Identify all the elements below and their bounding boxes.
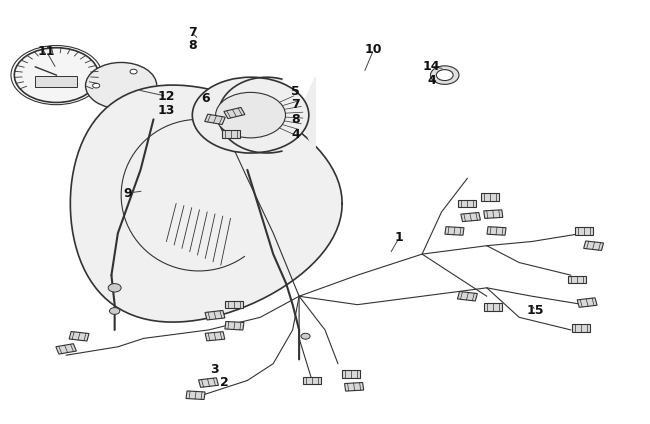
Bar xyxy=(577,298,597,307)
Bar xyxy=(224,107,245,119)
Polygon shape xyxy=(218,77,315,153)
Bar xyxy=(481,193,499,201)
Bar xyxy=(222,130,240,138)
Bar xyxy=(303,377,321,384)
Bar xyxy=(205,332,225,341)
Circle shape xyxy=(108,284,121,292)
Bar xyxy=(445,227,464,235)
Bar xyxy=(56,344,76,354)
Bar xyxy=(584,241,604,251)
Circle shape xyxy=(130,69,137,74)
Circle shape xyxy=(109,308,120,314)
Circle shape xyxy=(93,84,99,88)
Bar xyxy=(575,227,593,235)
Bar xyxy=(484,303,502,310)
Bar xyxy=(568,276,586,283)
Bar xyxy=(205,310,225,320)
Bar xyxy=(571,324,590,332)
Text: 6: 6 xyxy=(201,92,209,105)
Circle shape xyxy=(430,66,459,84)
Bar xyxy=(69,332,89,341)
Bar xyxy=(461,212,480,222)
Text: 14: 14 xyxy=(423,60,441,73)
Bar xyxy=(186,391,205,399)
Text: 1: 1 xyxy=(395,231,404,244)
Text: 7: 7 xyxy=(188,26,197,39)
Text: 7: 7 xyxy=(291,98,300,111)
Text: 11: 11 xyxy=(38,45,55,59)
Bar xyxy=(484,210,503,218)
Text: 4: 4 xyxy=(291,128,300,141)
Text: 4: 4 xyxy=(428,74,436,87)
Bar xyxy=(344,382,363,391)
Circle shape xyxy=(192,77,309,153)
Circle shape xyxy=(130,98,137,102)
Text: 5: 5 xyxy=(291,86,300,98)
Text: 15: 15 xyxy=(526,304,544,318)
Circle shape xyxy=(216,92,285,138)
Bar xyxy=(35,76,77,87)
Bar xyxy=(342,371,360,378)
Polygon shape xyxy=(70,85,342,322)
Text: 8: 8 xyxy=(292,113,300,126)
Text: 2: 2 xyxy=(220,376,229,389)
Bar xyxy=(458,291,477,301)
Text: 8: 8 xyxy=(188,39,197,52)
Text: 3: 3 xyxy=(211,363,219,377)
Circle shape xyxy=(14,48,98,103)
Bar xyxy=(198,378,218,388)
Bar xyxy=(458,200,476,207)
Circle shape xyxy=(436,70,453,81)
Bar xyxy=(226,301,244,308)
Text: 13: 13 xyxy=(158,104,175,117)
Circle shape xyxy=(301,333,310,339)
Bar xyxy=(205,114,226,125)
Circle shape xyxy=(86,62,157,109)
Bar xyxy=(225,321,244,330)
Text: 10: 10 xyxy=(365,43,382,56)
Text: 9: 9 xyxy=(124,187,132,200)
Bar xyxy=(487,227,506,235)
Text: 12: 12 xyxy=(158,89,176,103)
